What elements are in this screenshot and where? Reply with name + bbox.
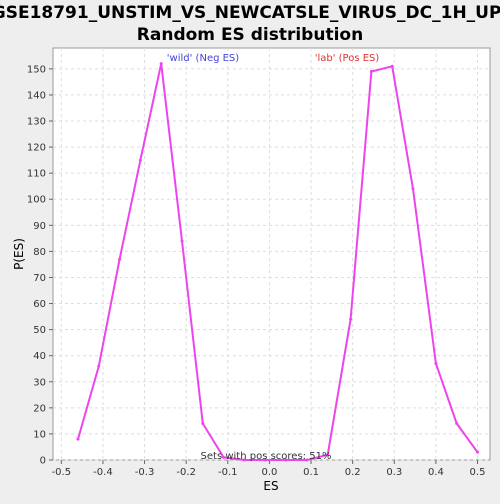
x-tick-label: -0.1 — [218, 467, 238, 478]
x-tick-label: -0.2 — [176, 467, 196, 478]
y-tick-label: 0 — [40, 456, 46, 467]
data-point — [222, 455, 226, 459]
y-tick-label: 40 — [33, 351, 46, 362]
data-point — [349, 317, 353, 321]
data-point — [305, 458, 309, 462]
x-tick-label: 0.1 — [303, 467, 319, 478]
y-tick-label: 80 — [33, 247, 46, 258]
data-point — [201, 421, 205, 425]
data-point — [242, 458, 246, 462]
y-axis-ticks: 0 10 20 30 40 50 60 70 80 90 100 110 120 130 140 150 — [27, 64, 53, 467]
data-point — [326, 453, 330, 457]
data-point — [159, 62, 163, 66]
data-point — [434, 362, 438, 366]
neg-es-label: 'wild' (Neg ES) — [167, 53, 239, 64]
x-tick-label: 0.2 — [345, 467, 361, 478]
data-point — [180, 239, 184, 243]
y-tick-label: 130 — [27, 117, 46, 128]
x-tick-label: -0.5 — [52, 467, 72, 478]
data-points — [76, 62, 480, 462]
y-axis-label: P(ES) — [12, 238, 26, 270]
x-tick-label: -0.3 — [135, 467, 155, 478]
y-tick-label: 120 — [27, 143, 46, 154]
es-distribution-line — [77, 62, 479, 461]
x-axis-ticks: -0.5 -0.4 -0.3 -0.2 -0.1 0.0 0.1 0.2 0.3 0.4 0.5 — [52, 460, 486, 478]
x-tick-label: 0.0 — [261, 467, 277, 478]
data-point — [284, 458, 288, 462]
data-point — [476, 450, 480, 454]
data-point — [263, 458, 267, 462]
data-point — [76, 437, 80, 441]
pos-scores-label: Sets with pos scores: 51% — [201, 451, 332, 462]
data-point — [390, 64, 394, 68]
y-tick-label: 60 — [33, 299, 46, 310]
chart-title-line-1: GSE18791_UNSTIM_VS_NEWCATSLE_VIRUS_DC_1H… — [0, 3, 500, 23]
data-point — [369, 69, 373, 73]
y-tick-label: 50 — [33, 325, 46, 336]
y-tick-label: 20 — [33, 403, 46, 414]
y-tick-label: 150 — [27, 64, 46, 75]
y-tick-label: 100 — [27, 195, 46, 206]
y-tick-label: 110 — [27, 169, 46, 180]
grid-lines — [53, 48, 490, 461]
data-point — [455, 421, 459, 425]
data-point — [97, 364, 101, 368]
pos-es-label: 'lab' (Pos ES) — [315, 53, 380, 64]
x-axis-label: ES — [263, 479, 278, 493]
x-tick-label: 0.3 — [386, 467, 402, 478]
data-point — [138, 158, 142, 162]
chart-title-line-2: Random ES distribution — [137, 25, 363, 45]
x-tick-label: 0.5 — [470, 467, 486, 478]
plot-area — [52, 47, 491, 461]
y-tick-label: 30 — [33, 377, 46, 388]
data-point — [411, 187, 415, 191]
y-tick-label: 70 — [33, 273, 46, 284]
x-tick-label: -0.4 — [93, 467, 113, 478]
y-tick-label: 90 — [33, 221, 46, 232]
y-tick-label: 140 — [27, 90, 46, 101]
y-tick-label: 10 — [33, 429, 46, 440]
x-tick-label: 0.4 — [428, 467, 444, 478]
data-point — [118, 257, 122, 261]
